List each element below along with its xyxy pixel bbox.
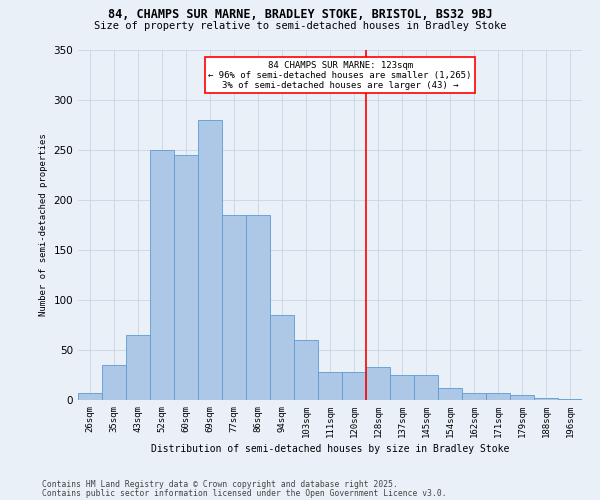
Bar — [150, 150, 174, 400]
Bar — [342, 372, 366, 400]
Bar — [246, 215, 270, 400]
Bar — [366, 367, 390, 400]
Bar — [270, 315, 294, 400]
Bar — [510, 395, 534, 400]
X-axis label: Distribution of semi-detached houses by size in Bradley Stoke: Distribution of semi-detached houses by … — [151, 444, 509, 454]
Bar — [558, 399, 582, 400]
Bar — [534, 398, 558, 400]
Bar — [198, 120, 222, 400]
Bar — [174, 155, 198, 400]
Bar — [462, 393, 486, 400]
Text: 84 CHAMPS SUR MARNE: 123sqm
← 96% of semi-detached houses are smaller (1,265)
3%: 84 CHAMPS SUR MARNE: 123sqm ← 96% of sem… — [208, 60, 472, 90]
Bar — [102, 365, 126, 400]
Bar — [78, 393, 102, 400]
Bar — [294, 340, 318, 400]
Bar — [390, 375, 414, 400]
Text: Contains public sector information licensed under the Open Government Licence v3: Contains public sector information licen… — [42, 488, 446, 498]
Bar — [318, 372, 342, 400]
Text: 84, CHAMPS SUR MARNE, BRADLEY STOKE, BRISTOL, BS32 9BJ: 84, CHAMPS SUR MARNE, BRADLEY STOKE, BRI… — [107, 8, 493, 20]
Bar — [414, 375, 438, 400]
Y-axis label: Number of semi-detached properties: Number of semi-detached properties — [39, 134, 48, 316]
Bar — [222, 215, 246, 400]
Bar — [486, 393, 510, 400]
Text: Size of property relative to semi-detached houses in Bradley Stoke: Size of property relative to semi-detach… — [94, 21, 506, 31]
Bar — [438, 388, 462, 400]
Bar — [126, 335, 150, 400]
Text: Contains HM Land Registry data © Crown copyright and database right 2025.: Contains HM Land Registry data © Crown c… — [42, 480, 398, 489]
